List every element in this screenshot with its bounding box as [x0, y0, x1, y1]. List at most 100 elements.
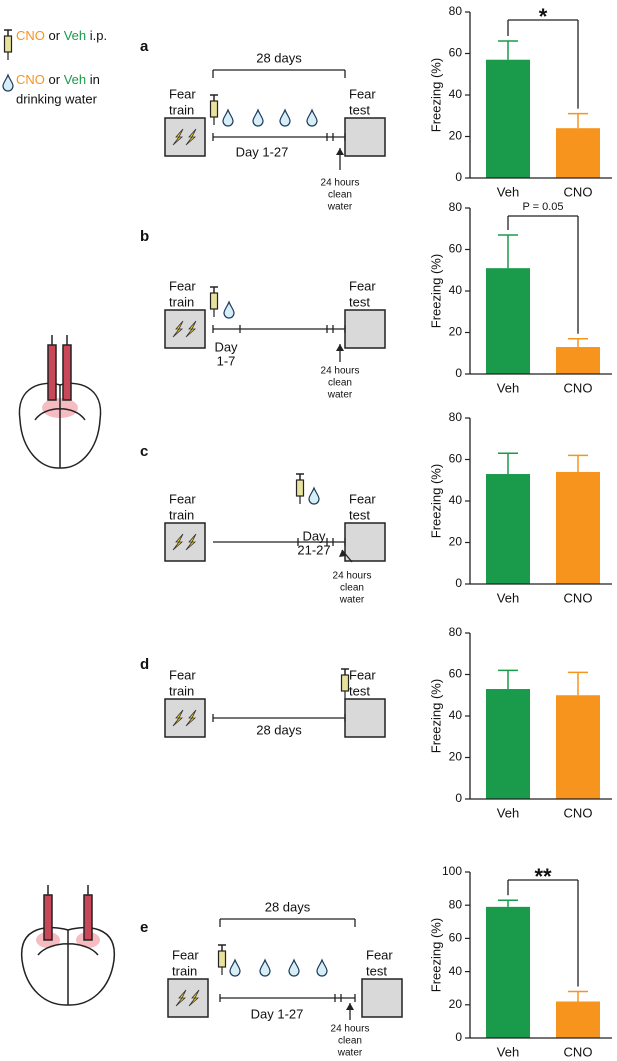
y-axis-label: Freezing (%): [428, 254, 443, 328]
y-tick-label: 20: [449, 325, 463, 339]
test-box: [344, 117, 386, 157]
y-tick-label: 0: [455, 170, 462, 184]
y-axis-label: Freezing (%): [428, 679, 443, 753]
box-label: test: [349, 102, 370, 117]
note-label: clean: [328, 378, 352, 389]
train-box: [164, 522, 206, 562]
test-box: [344, 698, 386, 738]
box-label: Fear: [169, 278, 196, 293]
bar: [556, 695, 600, 799]
span-label: 28 days: [256, 50, 302, 65]
y-tick-label: 0: [455, 1030, 462, 1044]
note-label: 24 hours: [331, 1024, 370, 1035]
y-tick-label: 20: [449, 129, 463, 143]
y-tick-label: 60: [449, 667, 463, 681]
drop: [252, 108, 264, 127]
arrow-head: [339, 550, 346, 557]
arrow-head: [346, 1003, 354, 1010]
box-label: train: [169, 507, 194, 522]
panel-letter: e: [140, 919, 148, 936]
period-label: Day: [214, 339, 238, 354]
note-label: water: [327, 390, 353, 401]
lightning: [172, 320, 184, 338]
y-tick-label: 40: [449, 283, 463, 297]
legend-word: in: [90, 72, 100, 87]
train-box: [164, 309, 206, 349]
bar: [486, 906, 530, 1038]
lightning: [172, 533, 184, 551]
note-label: water: [339, 595, 365, 606]
lightning: [172, 128, 184, 146]
y-tick-label: 0: [455, 791, 462, 805]
bar: [556, 1001, 600, 1038]
note-label: 24 hours: [321, 366, 360, 377]
x-tick-label: Veh: [497, 1044, 519, 1059]
arrow-head: [336, 148, 344, 155]
panel-letter: c: [140, 443, 148, 460]
lightning: [185, 533, 197, 551]
lightning: [175, 989, 187, 1007]
period-label: 1-7: [217, 353, 236, 368]
drop: [259, 958, 271, 977]
y-tick-label: 40: [449, 964, 463, 978]
y-tick-label: 80: [449, 410, 463, 424]
drop: [316, 958, 328, 977]
y-axis-label: Freezing (%): [428, 918, 443, 992]
note-label: clean: [328, 190, 352, 201]
note-label: clean: [338, 1036, 362, 1047]
drop: [288, 958, 300, 977]
sig-annotation: *: [539, 4, 548, 29]
note-label: 24 hours: [333, 571, 372, 582]
note-label: 24 hours: [321, 178, 360, 189]
panel-letter: d: [140, 656, 149, 673]
period-label: 21-27: [297, 542, 330, 557]
y-tick-label: 60: [449, 46, 463, 60]
note-label: water: [327, 202, 353, 213]
bar: [486, 59, 530, 178]
drop: [223, 300, 235, 319]
box-label: train: [172, 963, 197, 978]
drop: [2, 73, 14, 92]
legend-word: Veh: [64, 28, 86, 43]
syringe: [295, 479, 305, 497]
drop: [306, 108, 318, 127]
bar: [556, 347, 600, 374]
legend-word: CNO: [16, 72, 45, 87]
x-tick-label: CNO: [564, 184, 593, 199]
box-label: Fear: [366, 947, 393, 962]
train-box: [164, 117, 206, 157]
note-label: clean: [340, 583, 364, 594]
legend-word: or: [49, 28, 61, 43]
bar: [556, 128, 600, 178]
x-tick-label: CNO: [564, 805, 593, 820]
sig-annotation: **: [534, 864, 552, 889]
drop: [229, 958, 241, 977]
bar: [556, 471, 600, 584]
lightning: [185, 709, 197, 727]
y-tick-label: 60: [449, 242, 463, 256]
box-label: train: [169, 683, 194, 698]
box-label: Fear: [169, 667, 196, 682]
x-tick-label: CNO: [564, 380, 593, 395]
note-label: water: [337, 1048, 363, 1059]
box-label: Fear: [169, 491, 196, 506]
y-tick-label: 80: [449, 4, 463, 18]
sig-annotation: P = 0.05: [522, 201, 563, 213]
box-label: train: [169, 102, 194, 117]
syringe: [209, 100, 219, 118]
drop: [222, 108, 234, 127]
period-label: Day: [302, 528, 326, 543]
x-tick-label: Veh: [497, 805, 519, 820]
legend-ip: CNO or Veh i.p.: [16, 28, 107, 43]
bar: [486, 689, 530, 799]
box-label: train: [169, 294, 194, 309]
brain-bilateral: [21, 885, 115, 1006]
box-label: Fear: [349, 278, 376, 293]
note-arrow: [341, 549, 353, 563]
syringe: [209, 292, 219, 310]
box-label: Fear: [349, 86, 376, 101]
panel-letter: a: [140, 38, 149, 55]
y-tick-label: 80: [449, 200, 463, 214]
